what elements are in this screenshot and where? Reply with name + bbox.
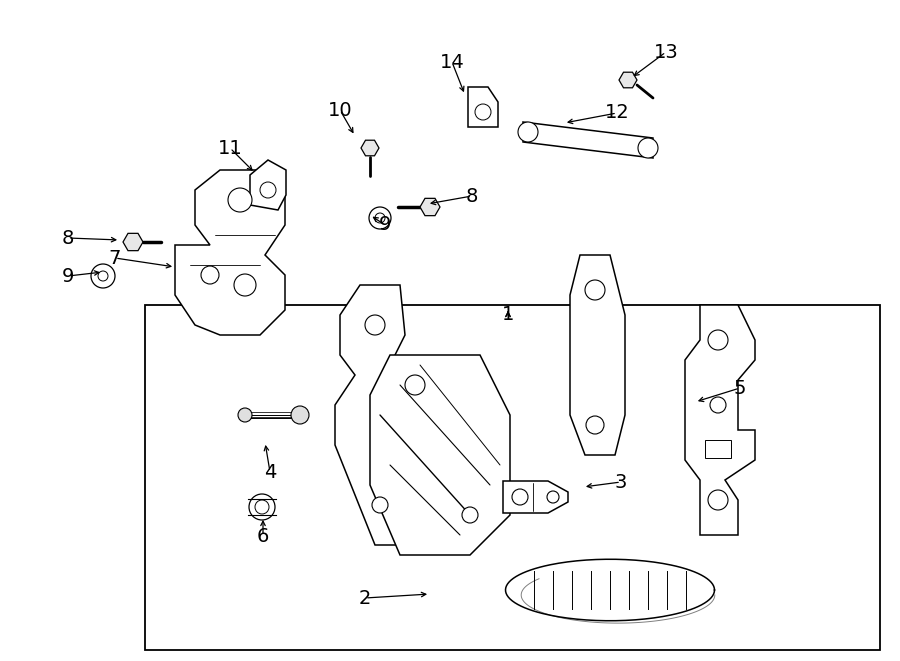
Text: 4: 4 [264,463,276,481]
Circle shape [710,397,726,413]
Text: 9: 9 [62,266,74,286]
Polygon shape [506,559,715,621]
Polygon shape [370,355,510,555]
Circle shape [369,207,391,229]
Circle shape [365,315,385,335]
Polygon shape [420,198,440,215]
Circle shape [475,104,491,120]
Text: 12: 12 [605,104,629,122]
Circle shape [512,489,528,505]
Text: 8: 8 [62,229,74,247]
Polygon shape [361,140,379,156]
Circle shape [291,406,309,424]
Circle shape [405,375,425,395]
Text: 5: 5 [734,379,746,397]
Circle shape [586,416,604,434]
Text: 3: 3 [615,473,627,492]
Text: 14: 14 [439,52,464,71]
Circle shape [638,138,658,158]
Text: 11: 11 [218,139,242,157]
Circle shape [249,494,275,520]
Circle shape [708,330,728,350]
Circle shape [98,271,108,281]
Polygon shape [619,72,637,88]
Circle shape [255,500,269,514]
Circle shape [375,213,385,223]
Text: 13: 13 [653,42,679,61]
Bar [145,305,880,650]
Text: 9: 9 [379,215,392,235]
Circle shape [228,188,252,212]
Circle shape [585,280,605,300]
Circle shape [260,182,276,198]
Polygon shape [335,285,405,545]
Text: 1: 1 [502,305,514,325]
Polygon shape [685,305,755,535]
Text: 7: 7 [109,249,122,268]
Polygon shape [250,160,286,210]
Polygon shape [523,122,653,158]
Circle shape [708,490,728,510]
Polygon shape [570,255,625,455]
Text: 10: 10 [328,100,352,120]
Circle shape [201,266,219,284]
Circle shape [462,507,478,523]
Text: 2: 2 [359,588,371,607]
Circle shape [91,264,115,288]
Polygon shape [123,233,143,251]
Circle shape [372,497,388,513]
Text: 8: 8 [466,186,478,206]
Text: 6: 6 [256,527,269,545]
Circle shape [238,408,252,422]
Polygon shape [503,481,568,513]
Bar [705,440,731,458]
Polygon shape [468,87,498,127]
Circle shape [518,122,538,142]
Circle shape [547,491,559,503]
Circle shape [234,274,256,296]
Polygon shape [175,170,285,335]
